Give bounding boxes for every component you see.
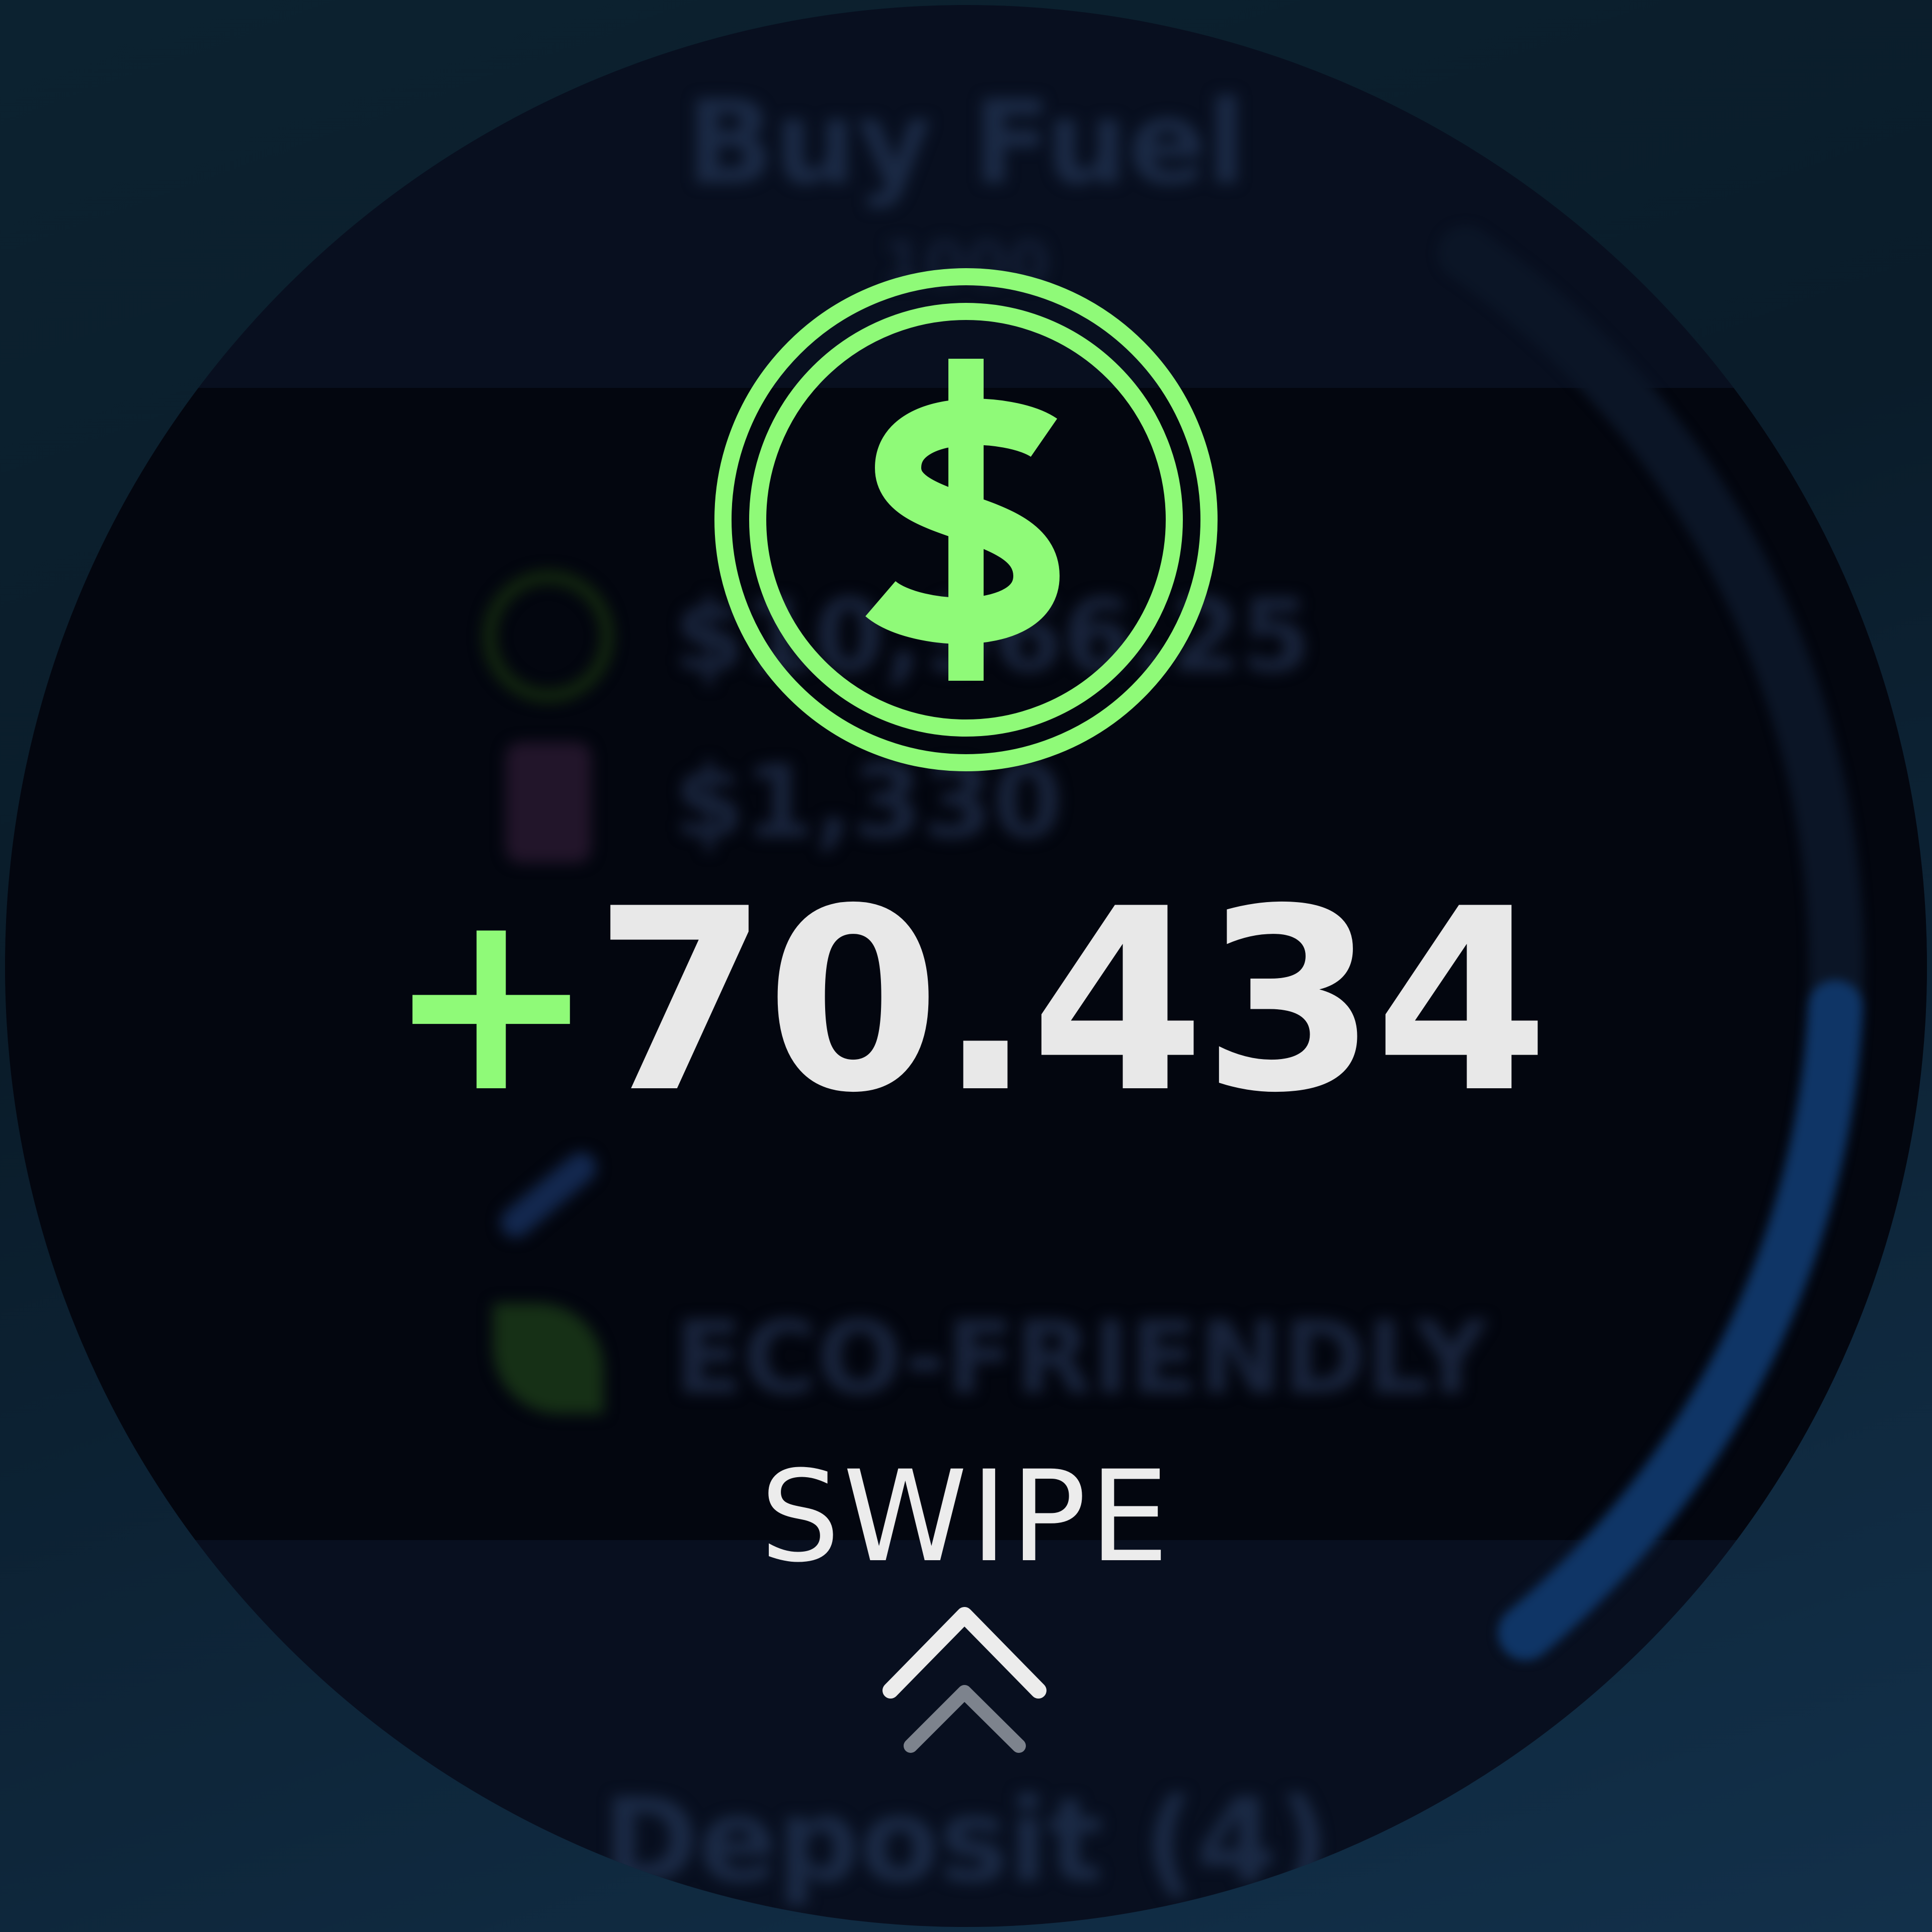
dollar-coin-icon — [483, 571, 614, 702]
swipe-label[interactable]: SWIPE — [760, 1443, 1172, 1590]
amount-display: +70.434 — [0, 875, 1932, 1127]
background-row-eco: ECO-FRIENDLY — [483, 1285, 1487, 1431]
plus-sign: + — [385, 855, 597, 1148]
background-footer: Deposit (4) — [602, 1774, 1330, 1908]
background-title: Buy Fuel — [686, 76, 1246, 210]
leaf-icon — [483, 1293, 614, 1424]
progress-fill — [1498, 980, 1864, 1661]
dollar-coin-icon — [714, 268, 1218, 771]
fuel-pump-icon — [483, 737, 614, 868]
chevron-up-icon[interactable] — [865, 1592, 1067, 1758]
amount-value: 70.434 — [593, 855, 1549, 1148]
